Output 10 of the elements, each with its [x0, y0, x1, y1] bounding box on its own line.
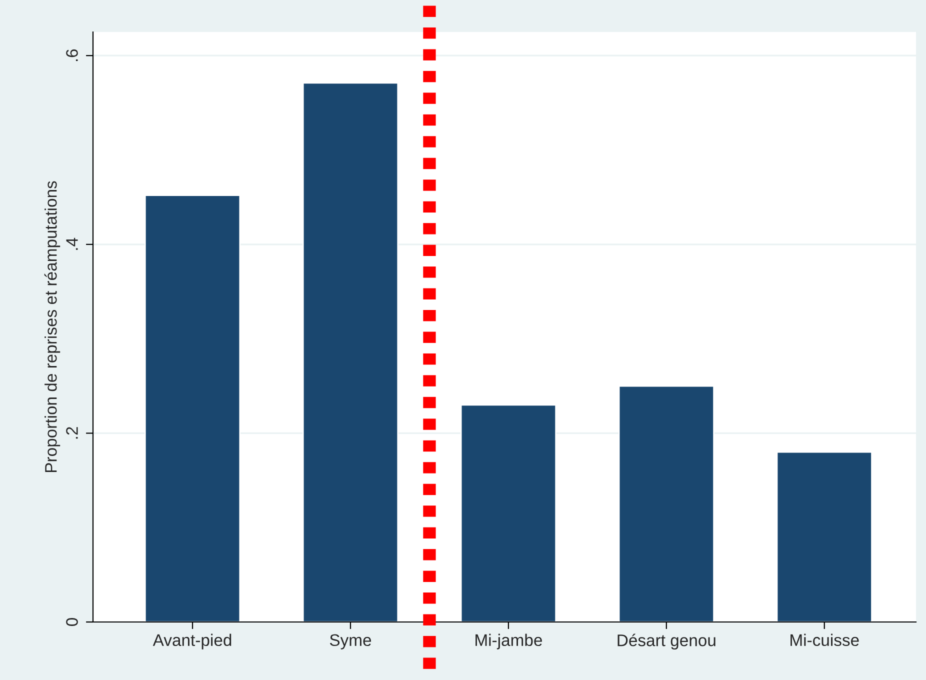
y-tick-label: .4	[66, 238, 78, 250]
y-tick-label: .2	[66, 427, 78, 439]
x-tick-label: Avant-pied	[152, 634, 232, 650]
y-tick-label: 0	[66, 618, 78, 626]
x-tick-label: Désart genou	[618, 634, 716, 650]
x-tick-label: Mi-cuisse	[790, 634, 859, 646]
x-tick-label: Mi-jambe	[476, 634, 542, 650]
y-axis-title: Proportion de reprises et réamputations	[44, 181, 60, 472]
x-tick-label: Syme	[330, 634, 372, 650]
y-tick-label: .6	[66, 49, 78, 62]
